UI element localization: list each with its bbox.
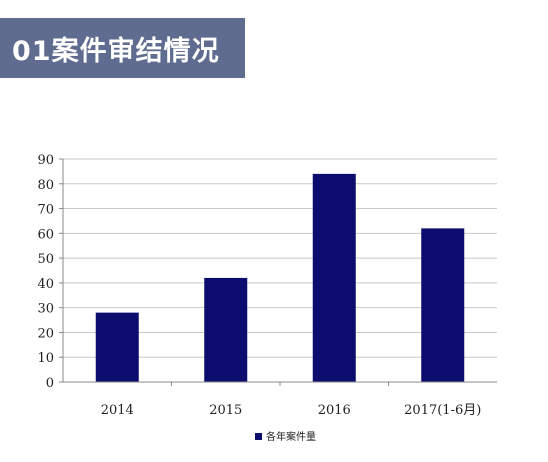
y-tick-label: 10: [37, 351, 54, 366]
y-tick-label: 80: [37, 178, 54, 193]
axes: [59, 158, 497, 386]
y-tick-label: 90: [37, 153, 54, 168]
bar: [421, 228, 465, 382]
bar: [312, 173, 356, 382]
y-tick-label: 20: [37, 326, 54, 341]
x-tick-label: 2017(1-6月): [404, 403, 481, 418]
bar: [95, 312, 139, 382]
y-tick-labels: 0 10 20 30 40 50 60 70 80 90: [37, 153, 54, 391]
y-tick-label: 0: [46, 376, 54, 391]
x-tick-label: 2014: [101, 403, 134, 418]
x-tick-labels: 2014 2015 2016 2017(1-6月): [101, 403, 482, 418]
y-tick-label: 60: [37, 227, 54, 242]
legend-label: 各年案件量: [266, 430, 316, 443]
legend-swatch: [255, 433, 262, 440]
x-tick-label: 2015: [209, 403, 242, 418]
page-title: 01案件审结情况: [12, 35, 220, 67]
bar: [204, 277, 248, 382]
bars: [95, 173, 465, 382]
y-tick-label: 30: [37, 302, 54, 317]
x-tick-label: 2016: [318, 403, 351, 418]
legend: 各年案件量: [255, 430, 316, 443]
y-tick-label: 50: [37, 252, 54, 267]
y-tick-label: 40: [37, 277, 54, 292]
y-tick-label: 70: [37, 203, 54, 218]
title-banner: 01案件审结情况: [0, 18, 245, 78]
